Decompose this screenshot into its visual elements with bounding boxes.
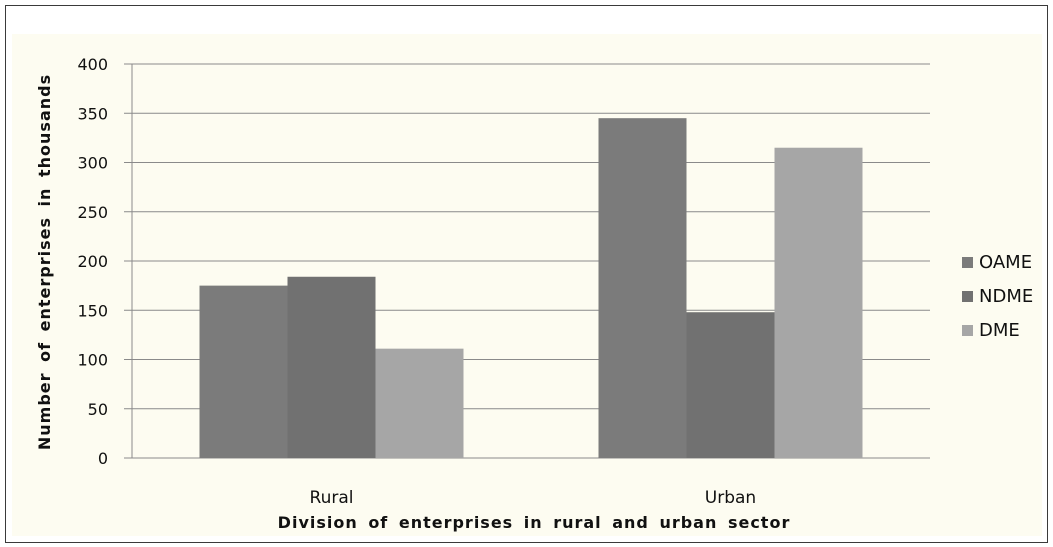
chart-background [12, 34, 1042, 536]
y-tick-label-350: 350 [77, 104, 108, 123]
bar-oame-rural [199, 285, 288, 458]
x-axis-title: Division of enterprises in rural and urb… [278, 513, 791, 532]
legend-label-ndme: NDME [979, 286, 1033, 307]
x-category-labels: Rural Urban [310, 488, 757, 508]
y-tick-labels: 0 50 100 150 200 250 300 350 400 [77, 55, 108, 468]
bar-oame-urban [598, 118, 687, 459]
bar-dme-rural [375, 348, 464, 458]
x-category-urban: Urban [705, 488, 756, 508]
y-tick-label-100: 100 [77, 351, 108, 370]
y-tick-label-300: 300 [77, 154, 108, 173]
bars [199, 118, 863, 459]
legend-label-oame: OAME [979, 252, 1032, 273]
bar-dme-urban [774, 147, 863, 458]
legend-label-dme: DME [979, 320, 1020, 341]
y-tick-label-150: 150 [77, 301, 108, 320]
y-tick-label-200: 200 [77, 252, 108, 271]
y-tick-label-250: 250 [77, 203, 108, 222]
legend: OAME NDME DME [962, 252, 1033, 341]
legend-swatch-ndme [962, 291, 973, 302]
y-tick-label-50: 50 [88, 400, 108, 419]
y-axis-title: Number of enterprises in thousands [35, 74, 54, 450]
y-tick-label-0: 0 [98, 449, 108, 468]
y-tick-label-400: 400 [77, 55, 108, 74]
legend-swatch-oame [962, 257, 973, 268]
legend-swatch-dme [962, 325, 973, 336]
bar-ndme-rural [287, 276, 376, 458]
x-category-rural: Rural [310, 488, 354, 508]
bar-ndme-urban [686, 312, 775, 458]
